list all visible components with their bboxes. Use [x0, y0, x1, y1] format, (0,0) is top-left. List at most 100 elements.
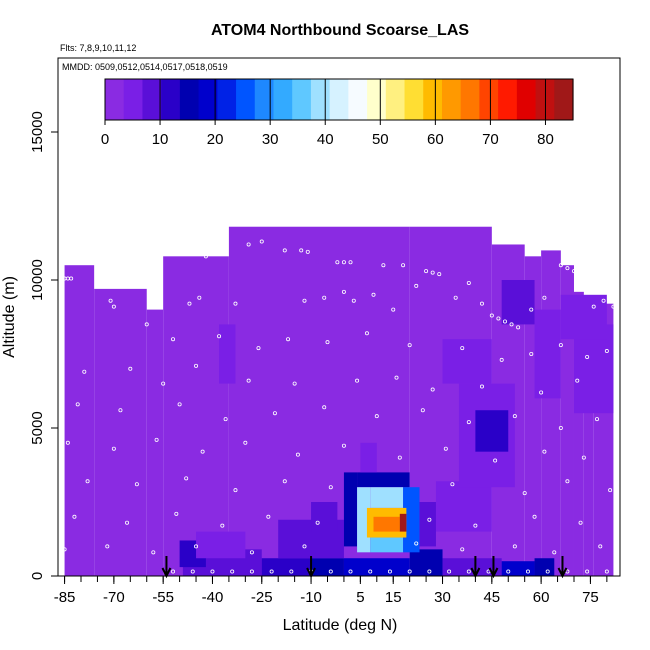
sample-point: [604, 349, 609, 354]
sample-point: [190, 569, 195, 574]
sample-point: [611, 304, 616, 309]
sample-point: [187, 301, 192, 306]
sample-point: [529, 307, 534, 312]
heatmap-cell: [399, 513, 407, 532]
sample-point: [364, 331, 369, 336]
sample-point: [157, 242, 162, 247]
sample-point: [581, 455, 586, 460]
sample-point: [65, 440, 70, 445]
sample-point: [154, 437, 159, 442]
sample-point: [102, 263, 107, 268]
heatmap-coverage-cell: [573, 291, 584, 576]
sample-point: [585, 354, 590, 359]
sample-point: [210, 248, 215, 253]
sample-point: [269, 569, 274, 574]
sample-point: [144, 245, 149, 250]
sample-point: [134, 482, 139, 487]
sample-point: [266, 514, 271, 519]
sample-point: [200, 449, 205, 454]
sample-point: [450, 482, 455, 487]
sample-point: [496, 316, 501, 321]
x-axis-label: Latitude (deg N): [283, 617, 398, 634]
sample-point: [420, 408, 425, 413]
sample-point: [414, 541, 419, 546]
sample-point: [394, 375, 399, 380]
sample-point: [506, 569, 511, 574]
heatmap-cell: [196, 531, 246, 559]
sample-point: [171, 337, 176, 342]
sample-point: [341, 289, 346, 294]
x-tick-label: -70: [103, 589, 125, 606]
chart-title: ATOM4 Northbound Scoarse_LAS: [211, 22, 469, 39]
colorbar-swatch: [423, 79, 443, 120]
colorbar-swatch: [329, 79, 349, 120]
sample-point: [171, 569, 176, 574]
y-axis-label: Altitude (m): [1, 276, 18, 358]
sample-point: [453, 295, 458, 300]
heatmap-cell: [560, 294, 607, 340]
heatmap-cell: [501, 280, 535, 325]
sample-point: [571, 269, 576, 274]
sample-point: [437, 272, 442, 277]
sample-point: [177, 402, 182, 407]
sample-point: [502, 319, 507, 324]
sample-point: [397, 455, 402, 460]
colorbar-swatch: [179, 79, 200, 120]
sample-point: [604, 569, 609, 574]
heatmap-coverage-cell: [163, 256, 229, 576]
plot-frame: [57, 57, 621, 577]
sample-point: [272, 411, 277, 416]
sample-point: [161, 381, 166, 386]
sample-point: [151, 550, 156, 555]
sample-point: [292, 381, 297, 386]
sample-point: [295, 452, 300, 457]
colorbar-swatch: [142, 79, 162, 120]
sample-point: [512, 544, 517, 549]
x-tick-label: 5: [356, 589, 364, 606]
sample-point: [542, 295, 547, 300]
colorbar-swatch: [516, 79, 537, 120]
sample-point: [529, 351, 534, 356]
heatmap-cell: [534, 309, 561, 399]
sample-point: [414, 283, 419, 288]
sample-point: [197, 295, 202, 300]
x-tick-label: -55: [152, 589, 174, 606]
sample-point: [335, 260, 340, 265]
heatmap-cell: [311, 558, 344, 576]
colorbar-swatch: [460, 79, 480, 120]
sample-point: [558, 425, 563, 430]
sample-point: [565, 266, 570, 271]
colorbar-swatch: [479, 79, 499, 120]
y-axis: 0 5000 10000 15000: [29, 111, 58, 580]
sample-point: [341, 443, 346, 448]
colorbar-swatch: [310, 79, 331, 120]
x-tick-label: 15: [385, 589, 402, 606]
heatmap-coverage-cell: [94, 288, 147, 576]
sample-point: [473, 523, 478, 528]
sample-point: [259, 239, 264, 244]
colorbar-swatch: [254, 79, 275, 120]
sample-point: [233, 301, 238, 306]
sample-point: [594, 417, 599, 422]
sample-point: [194, 363, 199, 368]
sample-point: [516, 325, 521, 330]
sample-point: [493, 458, 498, 463]
x-tick-label: -85: [54, 589, 76, 606]
heatmap-cell: [370, 487, 404, 508]
sample-point: [62, 547, 67, 552]
sample-point: [355, 378, 360, 383]
sample-point: [443, 446, 448, 451]
sample-point: [585, 569, 590, 574]
heatmap-coverage-cell: [64, 265, 95, 576]
heatmap-cell: [442, 339, 492, 384]
sample-point: [184, 476, 189, 481]
sample-point: [75, 402, 80, 407]
sample-point: [322, 295, 327, 300]
heatmap-cell: [419, 502, 436, 547]
sample-point: [82, 369, 87, 374]
sample-point: [286, 337, 291, 342]
sample-point: [466, 569, 471, 574]
sample-point: [299, 248, 304, 253]
sample-point: [85, 479, 90, 484]
